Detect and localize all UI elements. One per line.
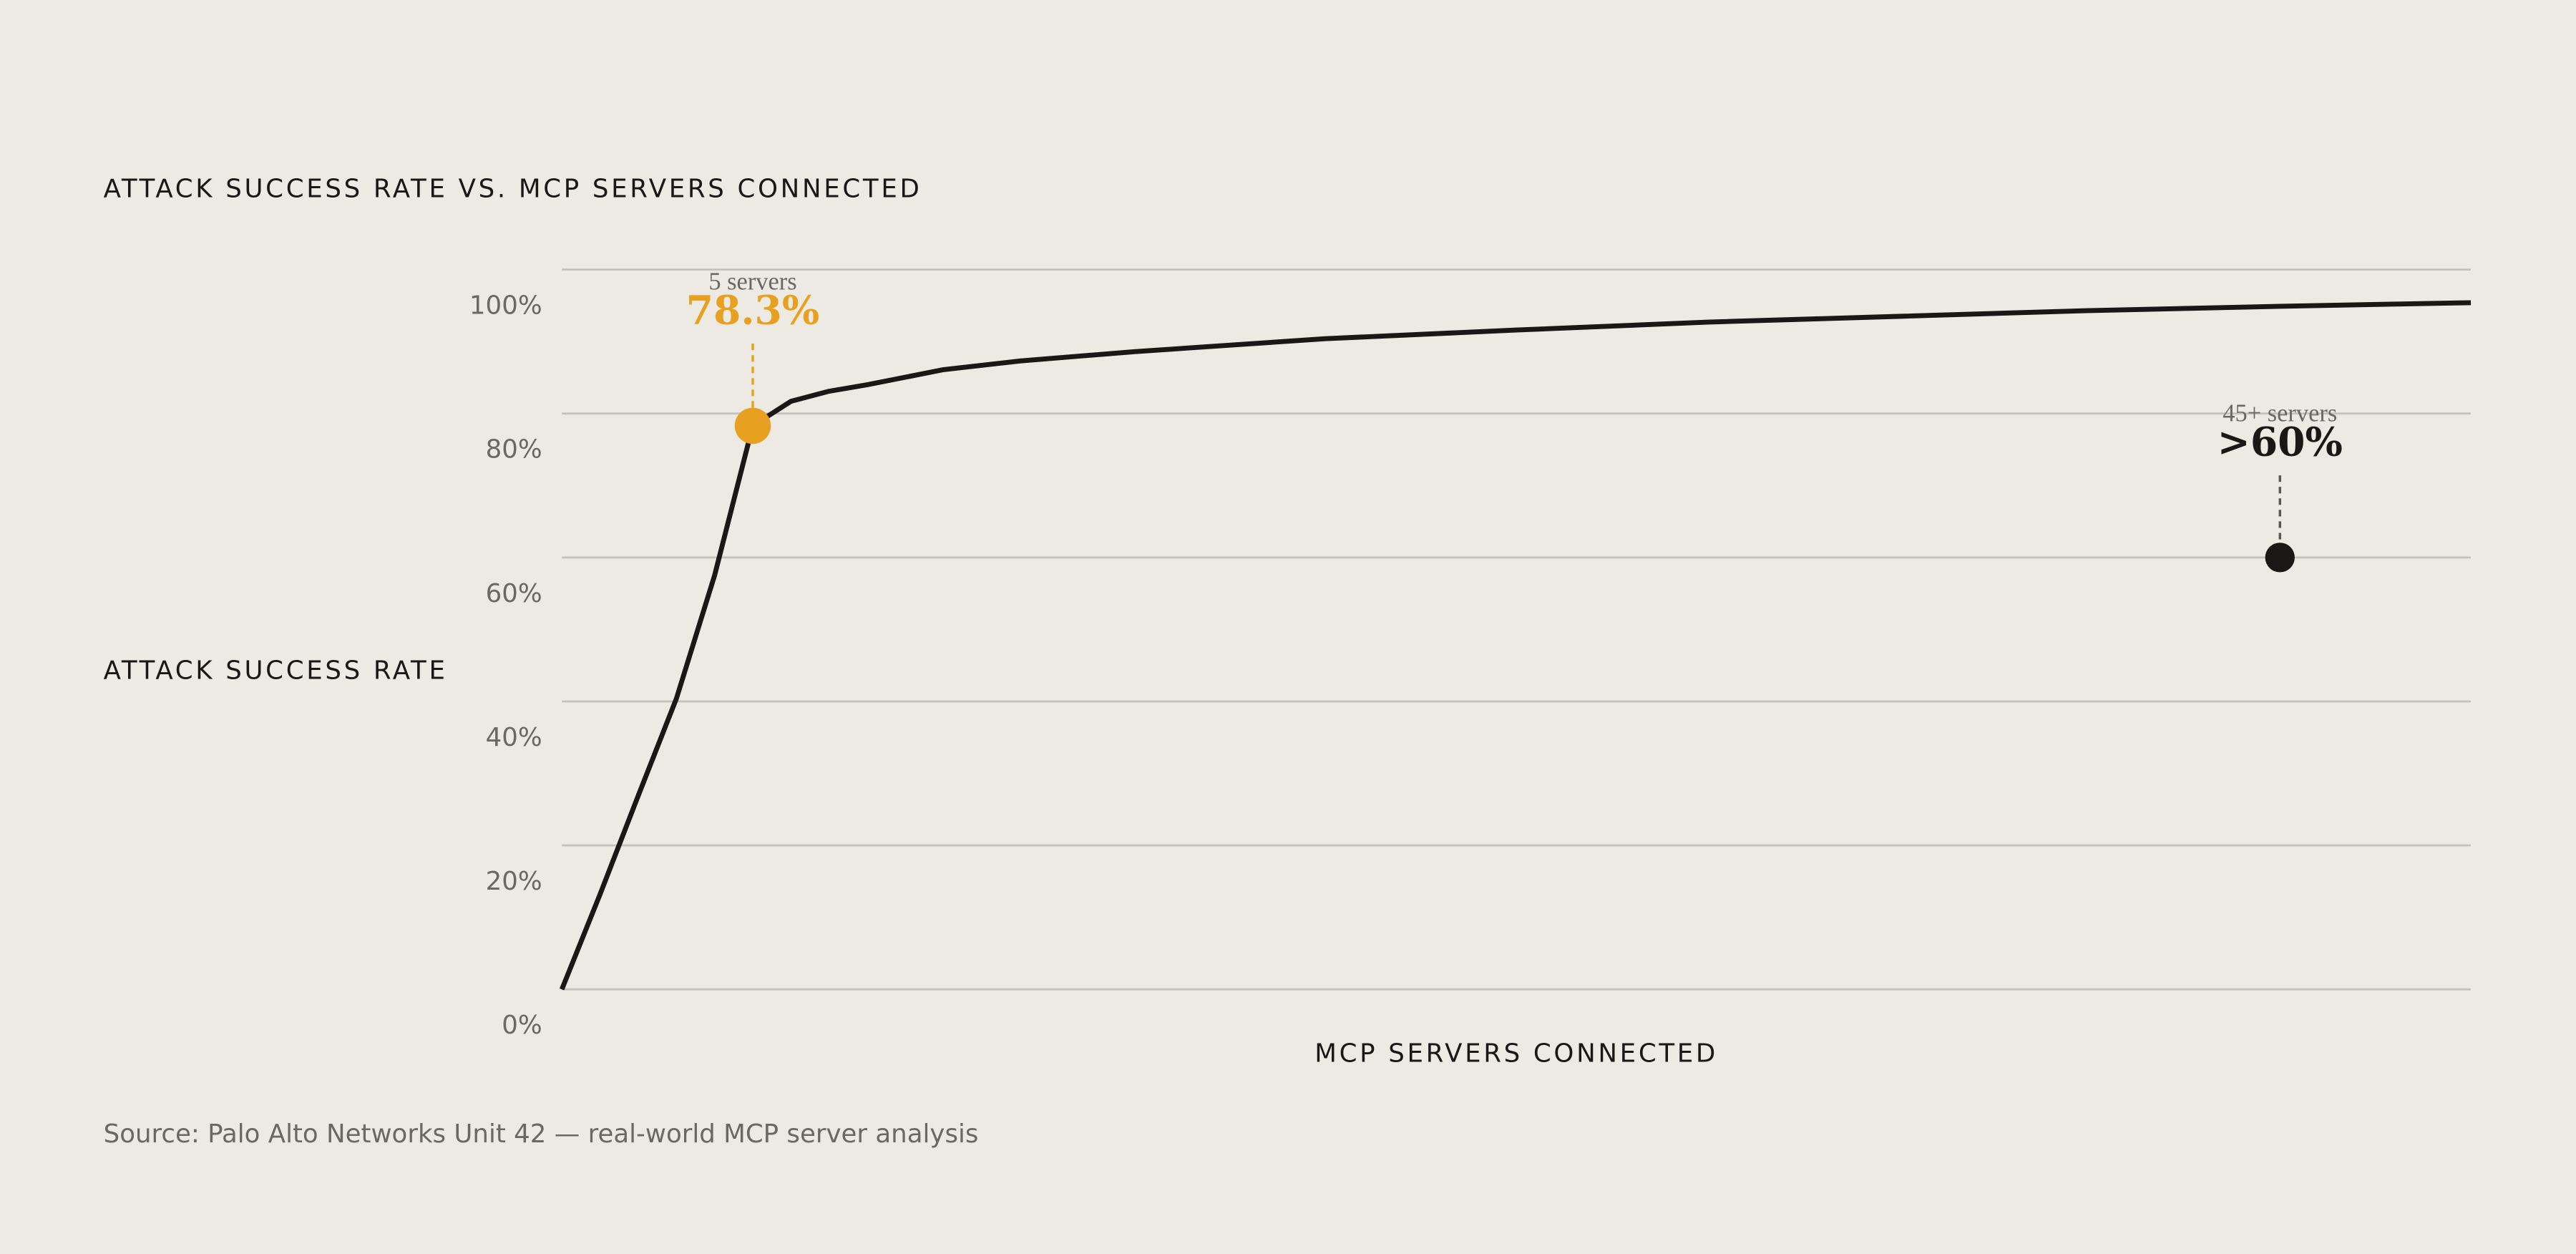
y-axis-label: ATTACK SUCCESS RATE — [104, 656, 448, 685]
annotation-label: 5 servers — [708, 268, 796, 295]
annotation-value: >60% — [2218, 419, 2343, 465]
data-line — [560, 300, 2472, 991]
y-tick-label: 0% — [502, 1011, 542, 1040]
y-tick-label: 40% — [486, 723, 542, 752]
highlight-point — [734, 407, 771, 444]
highlight-point — [2265, 543, 2295, 573]
y-tick-label: 100% — [469, 291, 542, 321]
chart-title: ATTACK SUCCESS RATE VS. MCP SERVERS CONN… — [104, 175, 922, 204]
y-tick-label: 80% — [486, 435, 542, 465]
annotation-label: 45+ servers — [2223, 399, 2337, 427]
source-note: Source: Palo Alto Networks Unit 42 — rea… — [104, 1119, 979, 1149]
y-tick-label: 20% — [486, 867, 542, 896]
x-axis-label: MCP SERVERS CONNECTED — [1314, 1039, 1718, 1068]
annotation-value: 78.3% — [686, 287, 820, 334]
y-tick-label: 60% — [486, 579, 542, 608]
